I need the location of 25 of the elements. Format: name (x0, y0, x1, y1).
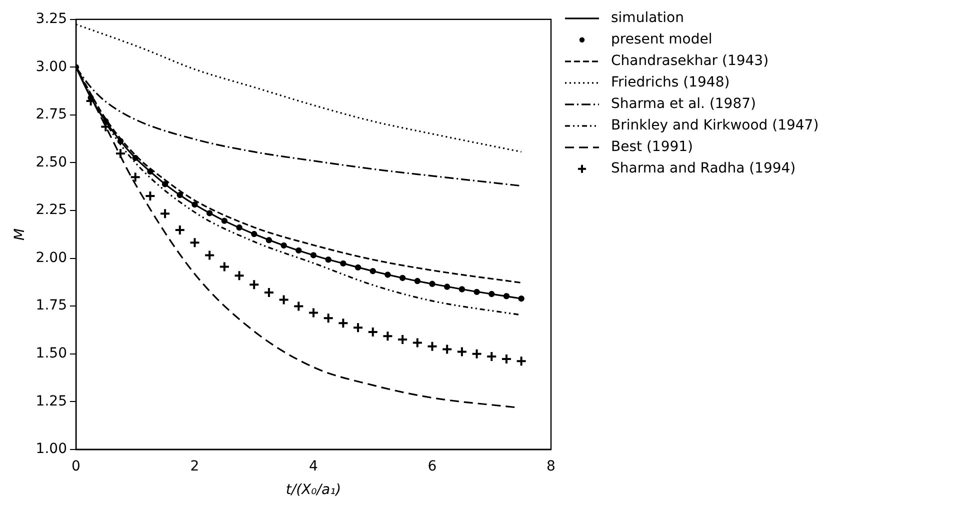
y-tick-label: 2.50 (36, 154, 67, 170)
y-tick-label: 1.75 (36, 298, 67, 314)
legend-label: Sharma et al. (1987) (611, 96, 756, 112)
x-tick-label: 4 (309, 458, 318, 474)
x-tick-label: 0 (72, 458, 80, 474)
y-tick-label: 3.25 (36, 11, 67, 28)
y-tick-label: 1.25 (36, 393, 67, 410)
legend-label: Friedrichs (1948) (611, 74, 730, 91)
x-tick-label: 8 (546, 458, 556, 474)
y-tick-label: 1.50 (36, 345, 67, 362)
y-tick-label: 2.75 (36, 106, 67, 123)
y-tick-label: 2.00 (36, 250, 67, 266)
y-tick-label: 2.25 (36, 202, 67, 218)
x-axis-title: t/(X₀/a₁) (286, 482, 342, 498)
y-tick-label: 3.00 (36, 58, 67, 75)
legend-label: Sharma and Radha (1994) (611, 160, 796, 177)
legend-label: Brinkley and Kirkwood (1947) (611, 118, 819, 134)
legend-label: present model (611, 32, 712, 48)
y-tick-label: 1.00 (36, 441, 67, 458)
legend-label: Chandrasekhar (1943) (611, 53, 769, 70)
x-tick-label: 2 (190, 458, 200, 474)
legend-label: simulation (611, 10, 684, 26)
y-axis-title: M (12, 228, 28, 240)
legend-label: Best (1991) (611, 139, 694, 156)
x-tick-label: 6 (428, 458, 437, 474)
